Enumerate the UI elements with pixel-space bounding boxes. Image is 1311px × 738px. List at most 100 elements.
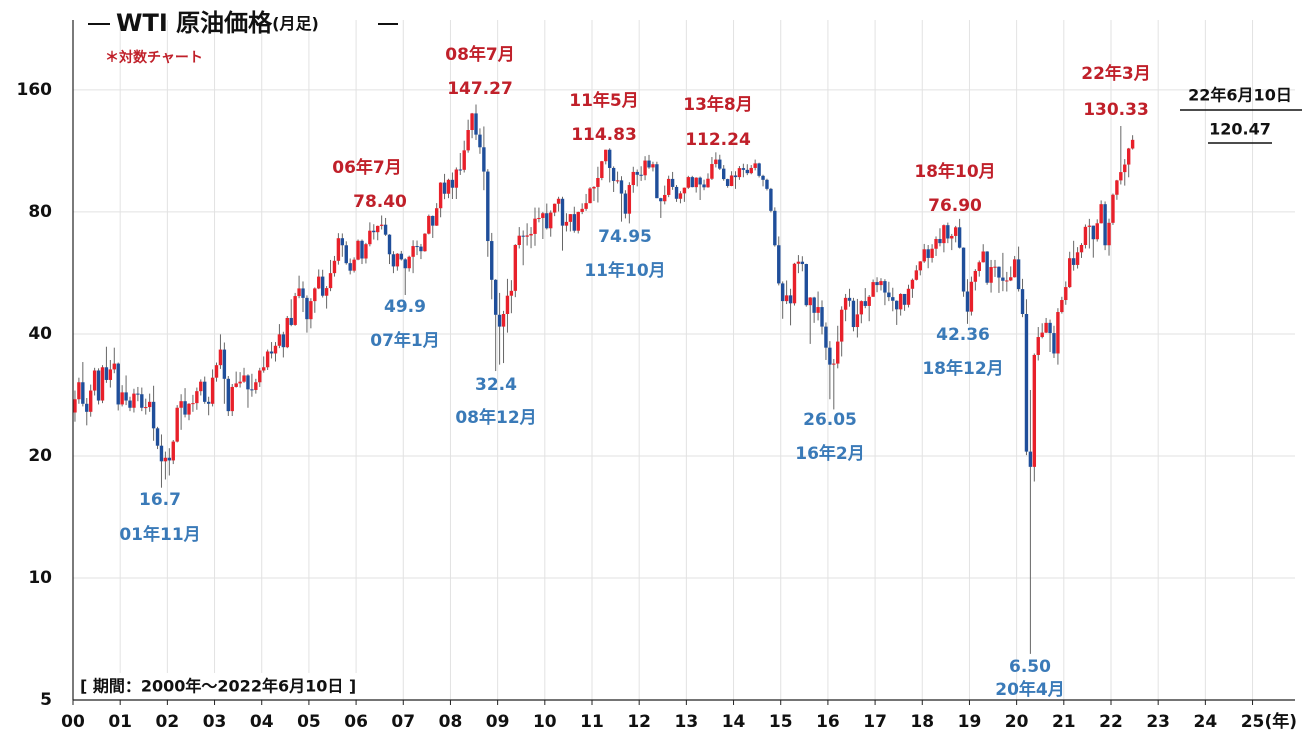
candle-body [490, 241, 494, 280]
y-tick-label: 40 [28, 324, 52, 344]
x-tick-label: 18 [910, 712, 934, 732]
candle-body [891, 297, 895, 301]
candle-body [1040, 332, 1044, 338]
candle-body [961, 247, 966, 292]
candle-body [167, 457, 172, 461]
annotation-value: 16.7 [139, 490, 181, 510]
annotation-date: 01年11月 [119, 524, 200, 545]
candle-body [883, 281, 887, 293]
candle-body [191, 403, 195, 405]
candle-body [839, 309, 844, 342]
annotation-date: 20年4月 [995, 679, 1065, 700]
candle-body [1123, 164, 1127, 173]
candle-body [88, 390, 93, 412]
candle-body [655, 164, 659, 199]
candle-body [509, 290, 514, 296]
candle-body [773, 210, 777, 246]
candle-body [297, 288, 301, 297]
candle-body [1036, 337, 1040, 355]
x-tick-label: 01 [108, 712, 132, 732]
candle-body [745, 169, 750, 174]
candle-body [92, 370, 97, 391]
candle-body [765, 179, 769, 189]
candle-body [1012, 259, 1017, 278]
candle-body [246, 375, 250, 390]
candle-body [604, 149, 608, 162]
candle-body [493, 279, 498, 315]
annotation-date: 11年10月 [584, 260, 665, 281]
title-main: WTI 原油価格 [116, 9, 273, 37]
candle-body [855, 314, 860, 328]
candle-body [100, 367, 105, 401]
y-tick-label: 160 [17, 80, 53, 100]
candle-body [96, 370, 101, 401]
candle-body [124, 392, 128, 401]
candle-body [989, 267, 993, 283]
candle-body [226, 378, 231, 412]
annotation-value: 26.05 [803, 410, 857, 430]
candle-body [505, 295, 510, 314]
candle-body [537, 217, 541, 219]
chart-title: WTI 原油価格(月足) [116, 9, 319, 37]
candle-body [733, 175, 738, 178]
candle-body [930, 248, 934, 258]
candle-body [324, 288, 329, 296]
candle-body [898, 293, 903, 310]
candle-body [1095, 223, 1099, 240]
candle-body [1048, 322, 1052, 334]
candle-body [313, 288, 317, 302]
candle-body [344, 245, 348, 264]
candle-body [879, 281, 883, 286]
candle-body [647, 160, 651, 168]
y-tick-label: 5 [40, 690, 52, 710]
candle-body [1126, 148, 1131, 165]
candle-body [804, 264, 808, 306]
candle-body [238, 381, 242, 384]
candle-body [828, 347, 832, 365]
candle-body [501, 313, 506, 327]
candle-body [1087, 225, 1092, 227]
candle-body [576, 211, 580, 231]
candle-body [1016, 259, 1021, 290]
candle-body [348, 263, 352, 271]
candle-body [607, 149, 612, 168]
candle-body [391, 254, 396, 267]
candle-body [792, 263, 797, 304]
candle-body [678, 193, 683, 199]
candle-body [918, 261, 923, 271]
candle-body [753, 163, 757, 168]
candle-body [423, 233, 427, 252]
candle-body [812, 297, 816, 313]
candle-body [383, 224, 388, 235]
candle-body [187, 403, 191, 415]
candle-body [926, 249, 930, 258]
candle-body [769, 188, 773, 211]
x-tick-label: 12 [627, 712, 651, 732]
candle-body [415, 246, 419, 248]
candle-body [458, 169, 462, 171]
candle-body [474, 113, 478, 135]
candle-body [934, 238, 938, 249]
candle-body [950, 235, 954, 239]
annotation-value: 78.40 [353, 192, 407, 212]
candle-body [399, 253, 404, 260]
candle-body [427, 215, 431, 234]
candle-body [85, 403, 89, 412]
candle-body [859, 301, 864, 315]
candle-body [875, 282, 879, 286]
candle-body [887, 292, 891, 298]
candle-body [749, 167, 753, 174]
candle-body [1115, 180, 1119, 195]
x-tick-label: 08 [439, 712, 463, 732]
candle-body [320, 276, 325, 296]
candle-body [273, 345, 278, 354]
candle-body [906, 288, 911, 305]
candle-body [462, 150, 466, 170]
candle-body [446, 179, 451, 194]
candle-body [953, 227, 958, 236]
candle-body [285, 317, 289, 348]
candle-body [301, 288, 305, 298]
candle-body [863, 301, 867, 306]
candle-body [265, 351, 270, 368]
candle-body [572, 214, 577, 231]
